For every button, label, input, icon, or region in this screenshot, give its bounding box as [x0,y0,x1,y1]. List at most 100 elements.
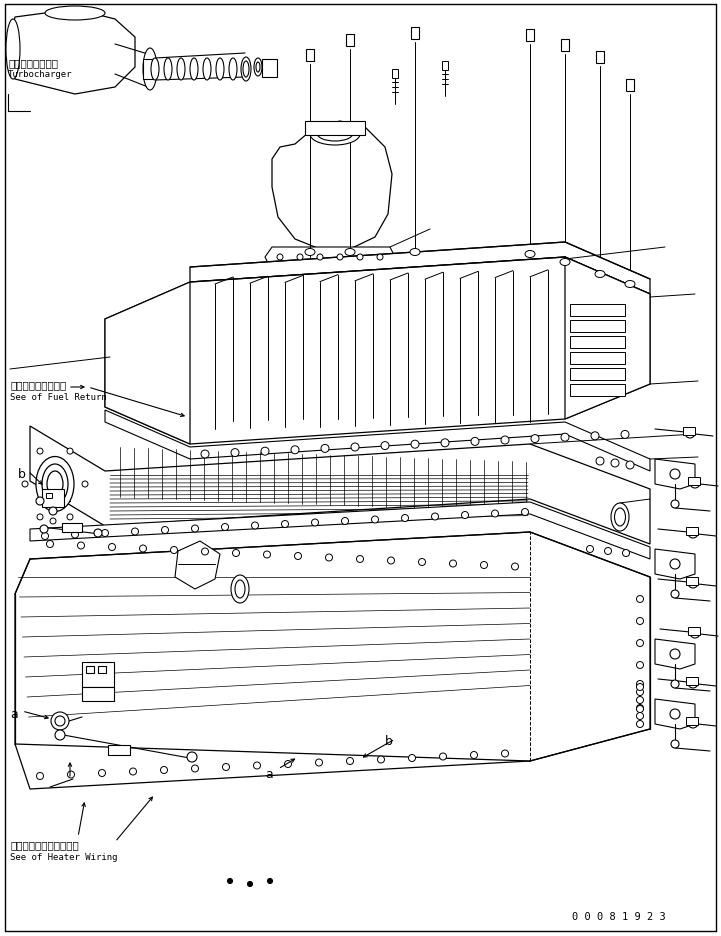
Circle shape [261,447,269,456]
Circle shape [691,531,696,536]
Circle shape [688,718,698,728]
Circle shape [685,429,695,439]
Circle shape [688,679,698,688]
Polygon shape [15,533,650,789]
Circle shape [471,438,479,446]
Bar [526,30,534,42]
Circle shape [690,478,700,489]
Circle shape [692,481,697,486]
Circle shape [263,551,270,559]
Bar [686,578,698,585]
Circle shape [281,521,288,528]
Circle shape [67,448,73,455]
Bar [688,627,700,636]
Bar [686,528,698,535]
Bar [86,666,94,673]
Ellipse shape [410,249,420,256]
Circle shape [94,530,102,537]
Bar [570,353,625,365]
Circle shape [49,507,57,516]
Circle shape [351,444,359,451]
Polygon shape [655,699,695,729]
Bar [688,477,700,486]
Bar [626,80,634,92]
Ellipse shape [45,7,105,21]
Circle shape [357,255,363,261]
Circle shape [637,721,644,727]
Circle shape [604,548,611,555]
Ellipse shape [164,59,172,80]
Circle shape [586,546,593,553]
Bar [42,490,64,507]
Ellipse shape [254,59,262,77]
Bar [570,369,625,381]
Circle shape [521,509,528,516]
Circle shape [381,442,389,450]
Circle shape [161,767,167,774]
Circle shape [688,529,698,538]
Bar [411,28,419,40]
Circle shape [637,618,644,625]
Ellipse shape [256,63,260,73]
Circle shape [342,518,348,525]
Circle shape [356,556,363,563]
Text: b: b [18,467,26,480]
Circle shape [387,558,394,564]
Ellipse shape [177,59,185,80]
Circle shape [670,470,680,479]
Circle shape [347,757,353,765]
Circle shape [596,458,604,465]
Circle shape [55,716,65,726]
Text: ヒータワイヤリング参照: ヒータワイヤリング参照 [10,839,79,849]
Circle shape [691,721,696,725]
Circle shape [40,525,48,534]
Circle shape [692,631,697,636]
Bar [108,745,130,755]
Text: See of Heater Wiring: See of Heater Wiring [10,852,118,861]
Circle shape [671,501,679,508]
Circle shape [67,515,73,520]
Circle shape [50,519,56,524]
Circle shape [637,689,644,695]
Circle shape [622,550,629,557]
Polygon shape [272,122,392,250]
Ellipse shape [36,457,74,512]
Bar [98,666,106,673]
Circle shape [621,431,629,439]
Circle shape [637,640,644,647]
Circle shape [37,448,43,455]
Ellipse shape [235,580,245,598]
Circle shape [325,554,332,562]
Polygon shape [265,248,395,268]
Text: See of Fuel Return: See of Fuel Return [10,392,107,402]
Circle shape [402,515,409,522]
Circle shape [502,750,508,757]
Circle shape [316,759,322,767]
Ellipse shape [47,472,63,497]
Circle shape [441,439,449,447]
Circle shape [82,481,88,488]
Circle shape [411,441,419,448]
Ellipse shape [614,508,626,526]
Circle shape [688,431,692,436]
Circle shape [511,563,518,570]
Circle shape [637,596,644,603]
Circle shape [670,709,680,719]
Bar [262,60,277,78]
Ellipse shape [241,58,251,82]
Circle shape [170,547,177,554]
Circle shape [637,696,644,704]
Ellipse shape [151,59,159,80]
Circle shape [480,562,487,569]
Ellipse shape [560,259,570,266]
Circle shape [131,529,138,535]
Circle shape [637,680,644,688]
Polygon shape [30,427,650,545]
Circle shape [671,680,679,688]
Circle shape [409,754,415,762]
Circle shape [311,519,319,526]
Text: a: a [265,768,273,781]
Circle shape [377,255,383,261]
Circle shape [637,705,644,711]
Ellipse shape [42,464,68,505]
